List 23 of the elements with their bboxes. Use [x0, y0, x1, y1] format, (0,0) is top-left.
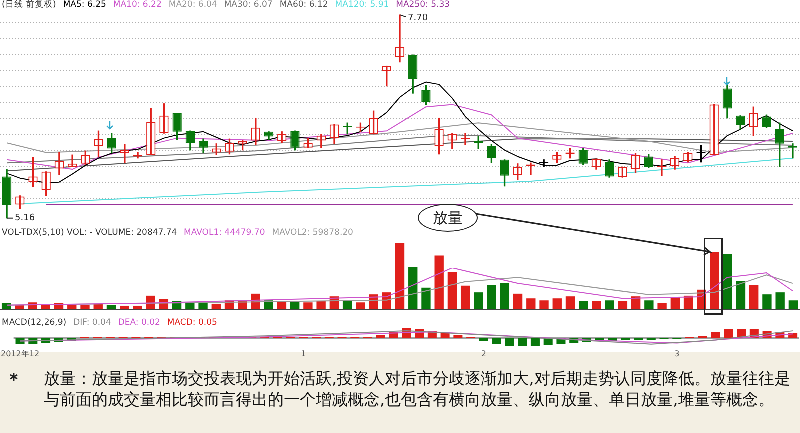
- chart-title: (日线 前复权): [2, 0, 56, 10]
- x-tick-label: 3: [674, 349, 680, 358]
- chart-title: MACD(12,26,9): [2, 318, 67, 328]
- text: MAVOL1: 44479.70: [184, 228, 266, 238]
- text: MAVOL2: 59878.20: [272, 228, 354, 238]
- series-label: DIF: 0.04: [74, 318, 112, 328]
- text: 放量：放量是指市场交投表现为开始活跃,投资人对后市分歧逐渐加大,对后期走势认同度降低。放量往往是与前面的成交量相比较而言得出的一个增减概念,也包含有横向放量、纵向放量、单日放量,堆量等概念。: [44, 368, 792, 410]
- text: MA5: 6.25: [63, 0, 106, 10]
- text: MA120: 5.91: [335, 0, 390, 10]
- text: MA250: 5.33: [396, 0, 450, 10]
- x-tick-label: 1: [301, 349, 306, 358]
- text: MA10: 6.22: [113, 0, 162, 10]
- annotation: 5.16: [15, 214, 36, 224]
- series-label: DEA: 0.02: [118, 318, 160, 328]
- x-tick-label: 2: [481, 349, 486, 358]
- x-tick-label: 2012年12: [1, 349, 40, 358]
- annotation: 放量: [418, 204, 478, 232]
- annotation: 7.70: [408, 13, 428, 24]
- series-label: MACD: 0.05: [167, 318, 218, 328]
- text: MA60: 6.12: [280, 0, 328, 10]
- text: MA20: 6.04: [168, 0, 218, 10]
- chart-title: VOL-TDX(5,10) VOL: - VOLUME: 20847.74: [2, 228, 178, 238]
- text: MA30: 6.07: [224, 0, 273, 10]
